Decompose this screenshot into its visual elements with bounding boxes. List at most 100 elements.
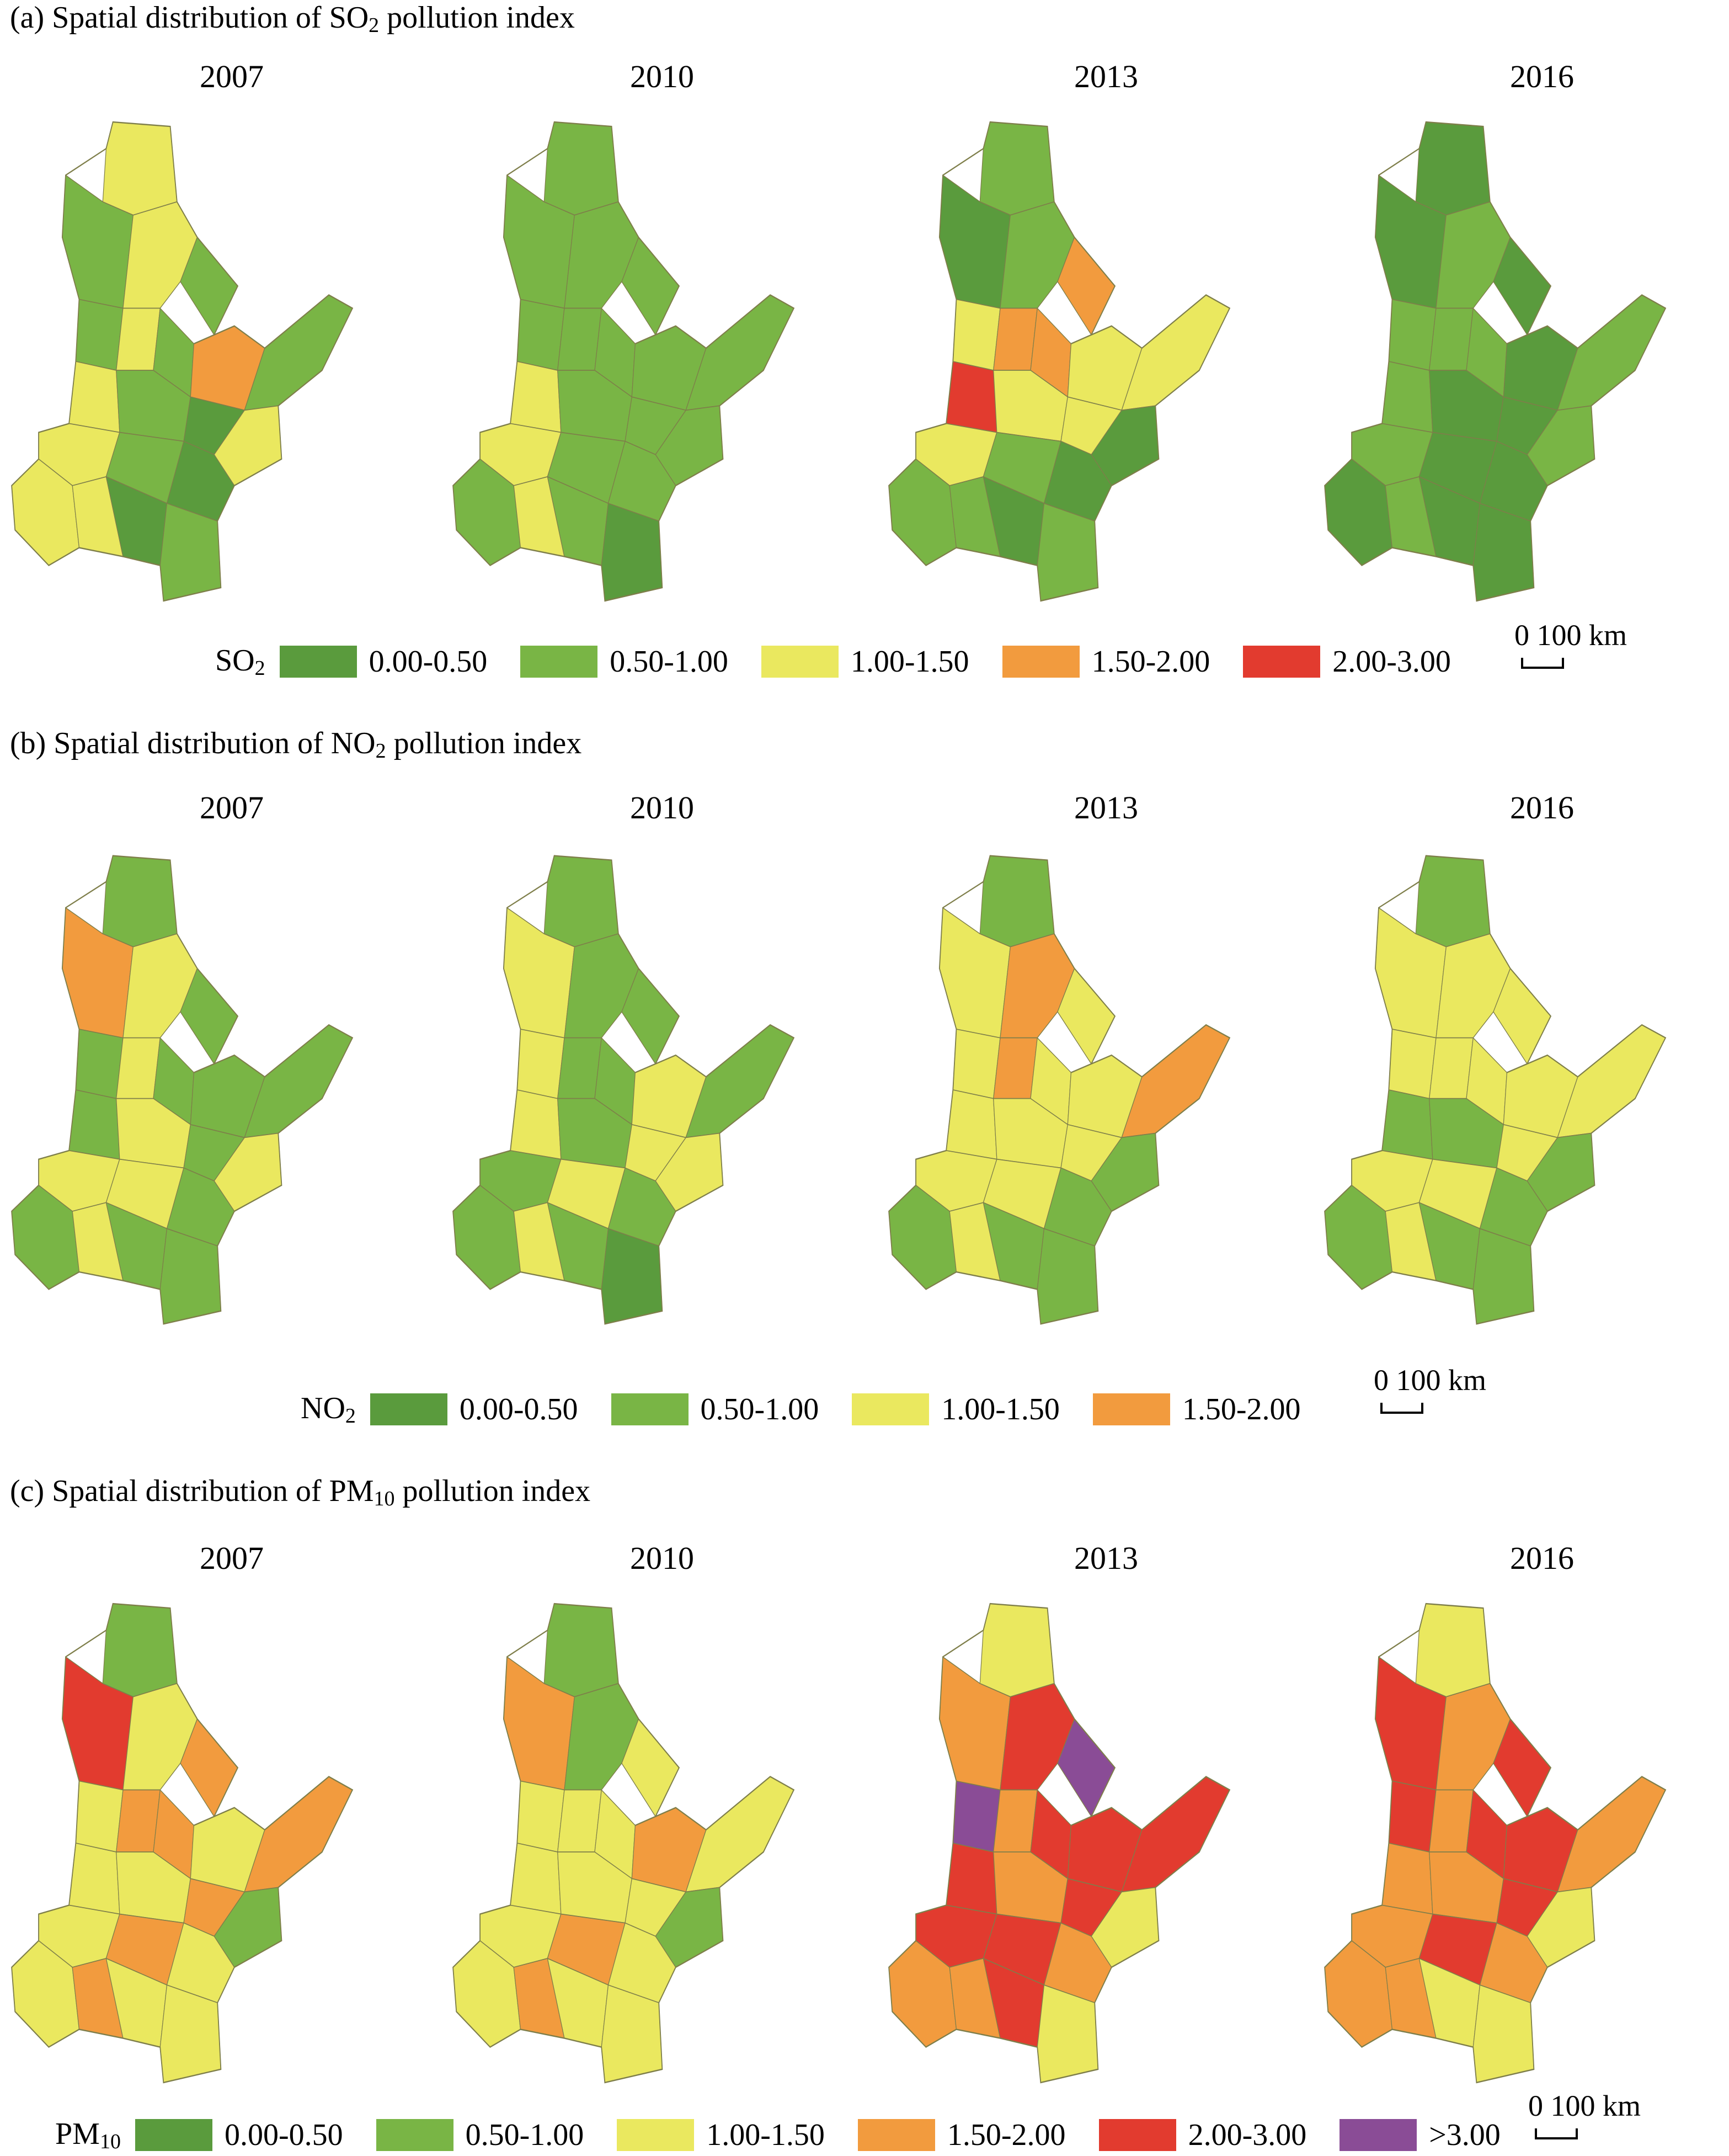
map-svg xyxy=(452,1603,795,2084)
map-outline xyxy=(888,1603,1231,2084)
legend-pollutant: SO2 xyxy=(215,643,265,680)
legend-swatch xyxy=(1098,2119,1176,2151)
region-map xyxy=(885,847,1233,1333)
map-outline xyxy=(1324,121,1667,602)
legend-pm10: PM10 0.00-0.50 0.50-1.00 1.00-1.50 1.50-… xyxy=(55,2116,1534,2154)
legend-item: 0.50-1.00 xyxy=(376,2117,584,2153)
map-svg xyxy=(11,1603,354,2084)
map-district xyxy=(1415,121,1491,216)
legend-item: 1.50-2.00 xyxy=(1002,644,1210,679)
map-district xyxy=(75,1780,124,1852)
legend-swatch xyxy=(1002,646,1080,678)
year-label: 2010 xyxy=(630,58,694,94)
region-map xyxy=(1321,1595,1669,2091)
legend-so2: SO2 0.00-0.50 0.50-1.00 1.00-1.50 1.50-2… xyxy=(215,643,1484,680)
legend-item: 0.00-0.50 xyxy=(370,1392,578,1427)
map-district xyxy=(993,307,1038,371)
map-district xyxy=(510,1089,562,1160)
map-district xyxy=(946,1843,997,1915)
region-map xyxy=(1321,847,1669,1333)
map-district xyxy=(557,1789,602,1852)
legend-swatch xyxy=(1243,646,1321,678)
map-district xyxy=(510,1843,562,1915)
map-district xyxy=(75,1029,124,1099)
legend-item: 0.50-1.00 xyxy=(611,1392,819,1427)
legend-swatch xyxy=(617,2119,695,2151)
region-map xyxy=(450,1595,797,2091)
scale-bar-line xyxy=(1380,1403,1423,1414)
map-outline xyxy=(888,121,1231,602)
year-label: 2016 xyxy=(1510,58,1574,94)
scale-bar: 0 100 km xyxy=(1514,618,1627,669)
map-outline xyxy=(452,121,795,602)
year-label: 2016 xyxy=(1510,790,1574,826)
map-district xyxy=(557,307,602,371)
map-district xyxy=(516,1029,565,1099)
region-map xyxy=(450,847,797,1333)
map-district xyxy=(979,855,1055,947)
map-svg xyxy=(1324,1603,1667,2084)
year-label: 2013 xyxy=(1074,790,1138,826)
map-district xyxy=(1381,1089,1433,1160)
legend-swatch xyxy=(279,646,357,678)
region-map xyxy=(885,1595,1233,2091)
map-outline xyxy=(452,1603,795,2084)
map-district xyxy=(102,1603,178,1697)
legend-item: 1.00-1.50 xyxy=(852,1392,1060,1427)
scale-bar: 0 100 km xyxy=(1374,1363,1486,1414)
map-svg xyxy=(11,121,354,602)
map-svg xyxy=(1324,855,1667,1325)
panel-title-c: (c) Spatial distribution of PM10 polluti… xyxy=(10,1474,591,1510)
legend-item: 1.50-2.00 xyxy=(1092,1392,1301,1427)
scale-bar: 0 100 km xyxy=(1528,2089,1641,2139)
map-district xyxy=(543,855,619,947)
legend-swatch xyxy=(520,646,598,678)
legend-pollutant: NO2 xyxy=(301,1391,356,1428)
map-district xyxy=(1388,1780,1437,1852)
map-district xyxy=(1381,361,1433,433)
year-label: 2007 xyxy=(200,1540,264,1576)
map-district xyxy=(979,121,1055,216)
map-district xyxy=(68,1843,120,1915)
panel-title-a: (a) Spatial distribution of SO2 pollutio… xyxy=(10,1,575,37)
legend-swatch xyxy=(857,2119,935,2151)
map-district xyxy=(543,1603,619,1697)
map-district xyxy=(543,121,619,216)
map-outline xyxy=(11,855,354,1325)
map-outline xyxy=(452,855,795,1325)
legend-item: 1.50-2.00 xyxy=(857,2117,1066,2153)
map-district xyxy=(102,121,178,216)
year-label: 2010 xyxy=(630,790,694,826)
legend-item: 2.00-3.00 xyxy=(1243,644,1451,679)
legend-swatch xyxy=(611,1393,689,1425)
map-district xyxy=(1429,307,1474,371)
map-district xyxy=(516,1780,565,1852)
map-district xyxy=(68,361,120,433)
map-district xyxy=(1429,1037,1474,1099)
legend-swatch xyxy=(761,646,839,678)
map-district xyxy=(946,361,997,433)
map-svg xyxy=(1324,121,1667,602)
map-svg xyxy=(888,121,1231,602)
legend-item: 0.00-0.50 xyxy=(279,644,487,679)
map-district xyxy=(1415,855,1491,947)
map-district xyxy=(1388,1029,1437,1099)
map-svg xyxy=(452,855,795,1325)
legend-item: 0.00-0.50 xyxy=(135,2117,343,2153)
map-svg xyxy=(888,1603,1231,2084)
map-district xyxy=(1388,299,1437,371)
map-outline xyxy=(888,855,1231,1325)
map-district xyxy=(116,1037,161,1099)
map-district xyxy=(68,1089,120,1160)
year-label: 2007 xyxy=(200,58,264,94)
legend-swatch xyxy=(376,2119,453,2151)
map-svg xyxy=(452,121,795,602)
year-label: 2010 xyxy=(630,1540,694,1576)
map-district xyxy=(952,1780,1001,1852)
year-label: 2013 xyxy=(1074,1540,1138,1576)
region-map xyxy=(8,1595,356,2091)
map-district xyxy=(993,1789,1038,1852)
legend-item: 2.00-3.00 xyxy=(1098,2117,1306,2153)
map-district xyxy=(952,299,1001,371)
region-map xyxy=(1321,113,1669,610)
